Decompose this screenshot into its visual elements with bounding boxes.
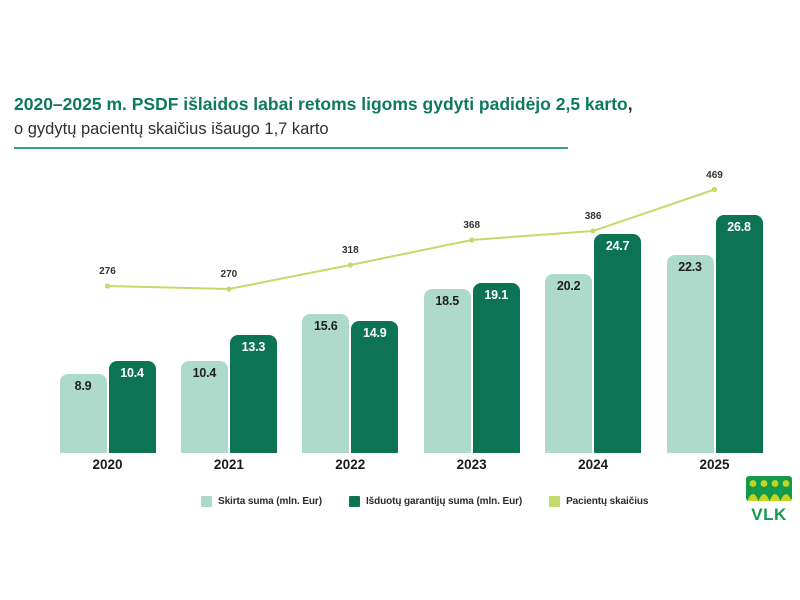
bar-value-label: 8.9 [74,379,92,393]
line-point-2022 [347,262,353,268]
logo-person-head [760,480,768,487]
line-point-2020 [104,283,111,289]
line-value-label-2020: 276 [99,266,116,277]
bar-skirta-suma-2024: 20.2 [545,274,593,453]
legend-item-2: Pacientų skaičius [549,496,648,507]
vlk-logo: VLK [746,476,792,525]
chart-title-comma: , [627,94,633,114]
year-label-2024: 2024 [578,457,609,472]
legend-swatch-icon [549,496,561,507]
bar-skirta-suma-2020: 8.9 [59,374,107,453]
bar-value-label: 26.8 [727,220,751,234]
logo-person-head [782,480,790,487]
chart-title: 2020–2025 m. PSDF išlaidos labai retoms … [14,93,786,116]
year-label-2020: 2020 [92,457,123,472]
bar-value-label: 19.1 [484,288,508,302]
vlk-logo-people-icon [746,476,792,501]
bar-skirta-suma-2021: 10.4 [180,361,228,453]
bar-garantiju-suma-2022: 14.9 [351,321,399,453]
chart-title-text: 2020–2025 m. PSDF išlaidos labai retoms … [14,94,628,114]
line-point-2023 [469,237,475,243]
legend-label: Išduotų garantijų suma (mln. Eur) [365,496,523,507]
line-value-label-2024: 386 [584,211,602,222]
legend-item-0: Skirta suma (mln. Eur) [201,496,322,507]
legend-item-1: Išduotų garantijų suma (mln. Eur) [348,496,523,507]
year-label-2021: 2021 [213,457,244,472]
bar-value-label: 10.4 [192,366,217,380]
year-label-2022: 2022 [335,457,366,472]
bar-garantiju-suma-2025: 26.8 [715,215,763,453]
line-point-2021 [226,286,232,292]
bar-value-label: 24.7 [605,239,630,253]
chart-header: 2020–2025 m. PSDF išlaidos labai retoms … [14,93,786,149]
bar-value-label: 13.3 [241,340,266,354]
legend-swatch-icon [348,496,360,507]
bar-skirta-suma-2023: 18.5 [423,289,471,453]
legend-label: Skirta suma (mln. Eur) [218,496,322,507]
vlk-logo-text: VLK [751,505,787,524]
logo-person-body [780,494,792,501]
bar-value-label: 20.2 [556,279,581,293]
line-value-label-2023: 368 [463,220,481,231]
bar-value-label: 15.6 [314,319,338,333]
logo-person-head [771,480,779,487]
chart-subtitle: o gydytų pacientų skaičius išaugo 1,7 ka… [14,120,329,138]
bar-garantiju-suma-2023: 19.1 [472,283,520,453]
line-value-label-2025: 469 [706,169,723,181]
bar-value-label: 14.9 [363,326,387,340]
bar-skirta-suma-2025: 22.3 [666,255,714,453]
year-label-2025: 2025 [699,457,730,472]
bar-garantiju-suma-2021: 13.3 [229,335,277,453]
logo-person-head [749,480,757,487]
bar-value-label: 18.5 [435,294,459,308]
logo-person-body [758,494,770,501]
line-value-label-2021: 270 [220,269,238,280]
legend-label: Pacientų skaičius [566,496,649,507]
line-point-2025 [711,186,718,193]
legend-swatch-icon [201,496,212,507]
year-label-2023: 2023 [456,457,487,472]
logo-person-body [769,494,781,501]
bar-skirta-suma-2022: 15.6 [302,314,350,453]
chart-legend: Skirta suma (mln. Eur) Išduotų garantijų … [201,496,648,507]
bar-garantiju-suma-2024: 24.7 [594,234,642,453]
logo-person-body [747,494,759,501]
line-point-2024 [590,228,596,234]
bar-garantiju-suma-2020: 10.4 [108,361,156,453]
bar-value-label: 22.3 [678,260,702,274]
title-underline-rule [14,147,568,149]
bar-value-label: 10.4 [120,366,144,380]
line-value-label-2022: 318 [341,245,359,256]
